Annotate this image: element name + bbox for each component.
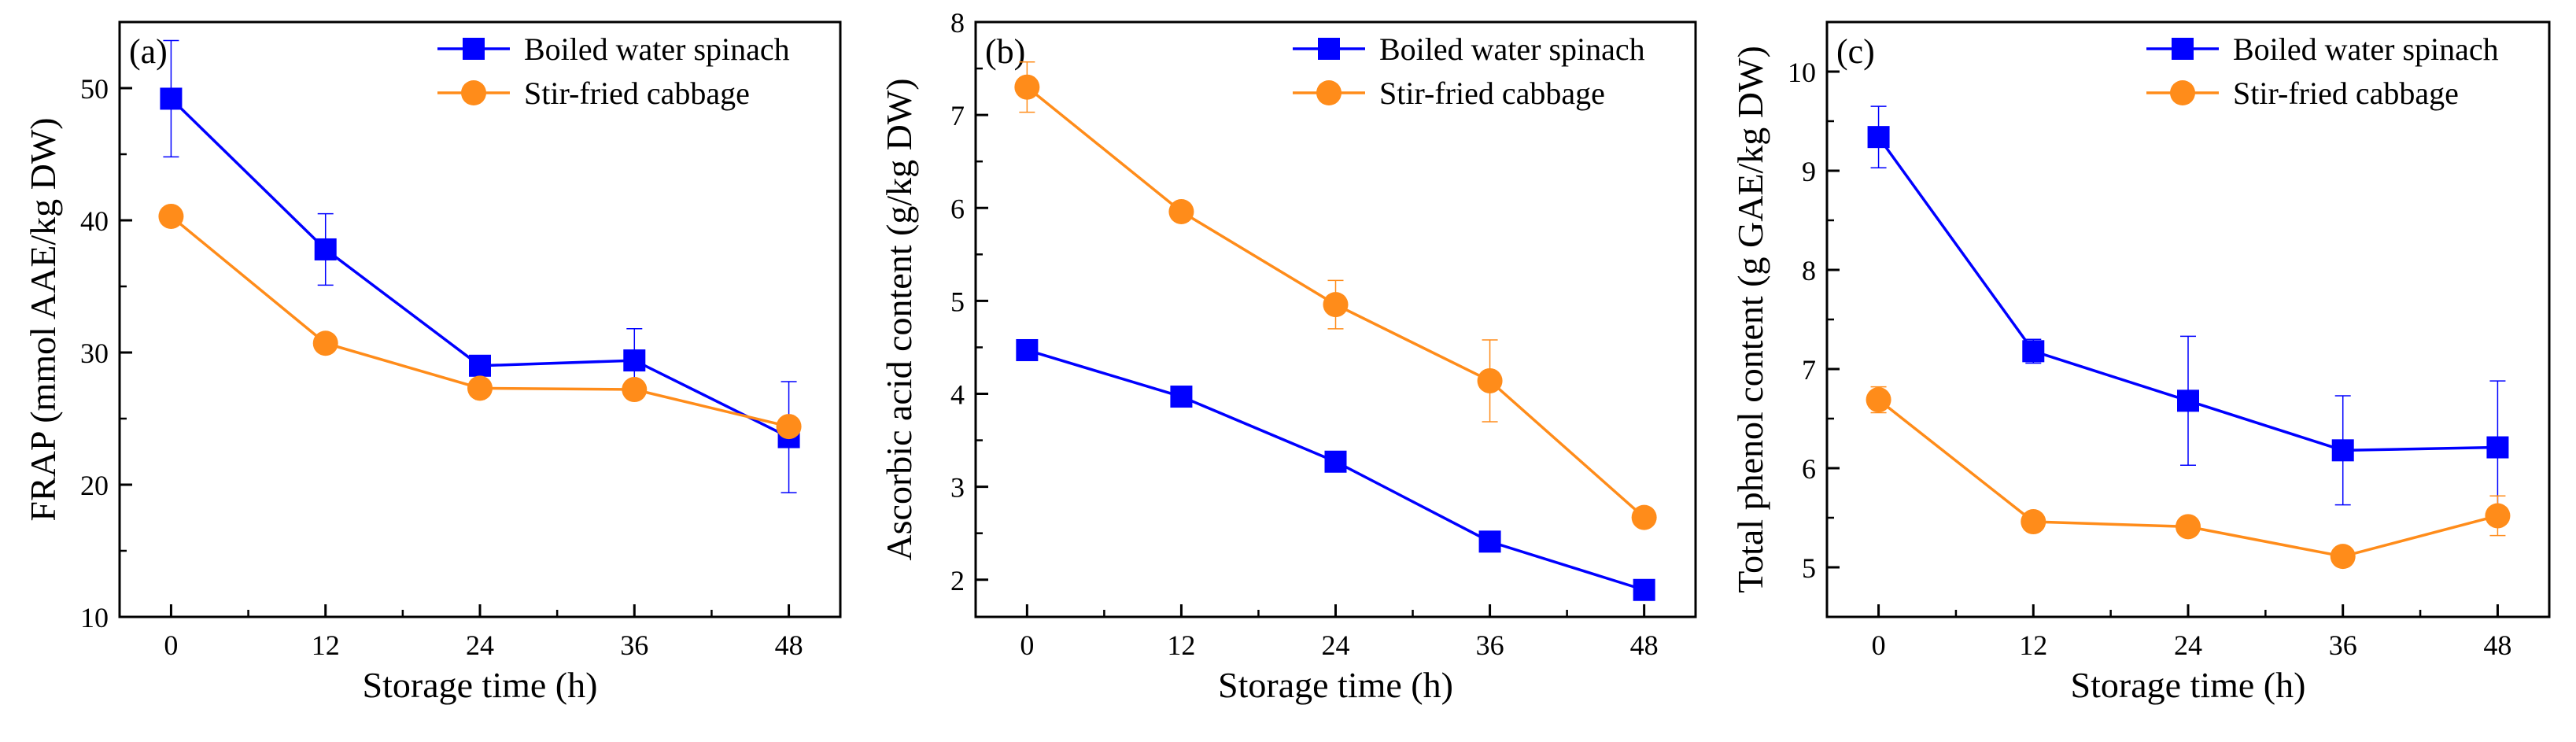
- data-point: [467, 375, 493, 401]
- legend-marker: [461, 80, 486, 105]
- y-tick-label: 50: [80, 73, 109, 105]
- y-tick-label: 7: [1802, 354, 1816, 386]
- x-tick-label: 12: [2019, 629, 2047, 661]
- legend: Boiled water spinach Stir-fried cabbage: [1293, 31, 1645, 111]
- y-tick-label: 8: [950, 7, 965, 39]
- legend-label: Stir-fried cabbage: [1379, 76, 1605, 111]
- data-point: [1477, 367, 1503, 393]
- legend: Boiled water spinach Stir-fried cabbage: [437, 31, 790, 111]
- data-point: [2177, 389, 2199, 412]
- y-tick-label: 2: [950, 565, 965, 596]
- panel-label: (b): [985, 32, 1025, 71]
- legend-label: Stir-fried cabbage: [524, 76, 750, 111]
- x-tick-label: 48: [775, 629, 803, 661]
- x-tick-label: 48: [2483, 629, 2511, 661]
- chart-panel-b: 2 3 4 5 6 7 8 0 12 24 36 48 Storage time (h) Ascorbic…: [879, 7, 1697, 705]
- y-tick-label: 7: [950, 100, 965, 131]
- x-tick-label: 36: [2329, 629, 2357, 661]
- y-tick-label: 6: [1802, 453, 1816, 485]
- plot-frame: [118, 20, 842, 618]
- y-tick-label: 9: [1802, 156, 1816, 187]
- y-tick-label: 30: [80, 338, 109, 369]
- x-tick-label: 48: [1630, 629, 1659, 661]
- legend-label: Boiled water spinach: [1379, 31, 1645, 67]
- x-tick-label: 24: [466, 629, 494, 661]
- series-stir-fried-cabbage: [1866, 386, 2511, 570]
- x-tick-label: 0: [1020, 629, 1034, 661]
- x-axis-title: Storage time (h): [1218, 665, 1453, 705]
- legend-marker: [2170, 80, 2195, 105]
- data-point: [1324, 450, 1347, 473]
- data-point: [1016, 338, 1039, 361]
- panel-label: (a): [129, 32, 168, 71]
- x-axis-title: Storage time (h): [363, 665, 598, 705]
- x-axis-title: Storage time (h): [2071, 665, 2306, 705]
- data-point: [1866, 387, 1891, 413]
- y-tick-label: 10: [80, 602, 109, 633]
- x-tick-label: 24: [1322, 629, 1350, 661]
- x-tick-label: 12: [312, 629, 340, 661]
- data-point: [2331, 439, 2354, 462]
- x-tick-label: 0: [1872, 629, 1886, 661]
- data-point: [2486, 436, 2509, 459]
- y-tick-label: 6: [950, 193, 965, 224]
- chart-panel-c: 5 6 7 8 9 10 0 12 24 36 48 Storage time (h) Total ph…: [1730, 20, 2551, 705]
- legend: Boiled water spinach Stir-fried cabbage: [2146, 31, 2499, 111]
- data-point: [1170, 386, 1193, 408]
- x-tick-label: 0: [164, 629, 178, 661]
- data-point: [2330, 544, 2356, 570]
- chart-panel-a: 10 20 30 40 50 0 12 24 36 48 Storage time (h) FRAP …: [23, 20, 842, 705]
- y-tick-label: 20: [80, 470, 109, 501]
- data-point: [2176, 514, 2201, 540]
- data-point: [2022, 340, 2045, 363]
- x-tick-label: 12: [1167, 629, 1195, 661]
- y-tick-label: 8: [1802, 255, 1816, 286]
- legend-marker: [1316, 80, 1342, 105]
- data-point: [2485, 503, 2511, 529]
- data-point: [1633, 578, 1655, 601]
- data-point: [1323, 292, 1349, 318]
- data-point: [1014, 74, 1040, 100]
- legend-marker: [463, 38, 485, 60]
- y-tick-label: 3: [950, 472, 965, 504]
- data-point: [1168, 198, 1194, 224]
- data-point: [158, 203, 184, 229]
- data-point: [776, 414, 802, 440]
- data-point: [312, 330, 338, 356]
- y-tick-label: 40: [80, 205, 109, 237]
- legend-marker: [1318, 38, 1340, 60]
- data-point: [623, 349, 646, 372]
- series-boiled-water-spinach: [160, 39, 800, 493]
- series-stir-fried-cabbage: [1014, 61, 1657, 530]
- data-point: [622, 377, 648, 403]
- legend-label: Boiled water spinach: [2233, 31, 2499, 67]
- legend-marker: [2172, 38, 2194, 60]
- legend-label: Boiled water spinach: [524, 31, 790, 67]
- y-axis-title: Total phenol content (g GAE/kg DW): [1730, 46, 1770, 593]
- data-point: [2021, 509, 2046, 535]
- x-tick-label: 36: [1476, 629, 1504, 661]
- series-stir-fried-cabbage: [158, 203, 802, 440]
- data-point: [1867, 126, 1890, 149]
- data-point: [160, 87, 183, 110]
- y-axis-title: FRAP (mmol AAE/kg DW): [23, 117, 63, 521]
- x-tick-label: 24: [2174, 629, 2202, 661]
- legend-label: Stir-fried cabbage: [2233, 76, 2459, 111]
- y-tick-label: 10: [1788, 57, 1816, 88]
- y-tick-label: 4: [950, 379, 965, 411]
- data-point: [314, 238, 337, 260]
- y-tick-label: 5: [1802, 552, 1816, 584]
- y-tick-label: 5: [950, 286, 965, 317]
- series-boiled-water-spinach: [1867, 105, 2509, 515]
- data-point: [1478, 530, 1501, 553]
- y-axis-title: Ascorbic acid content (g/kg DW): [879, 78, 919, 560]
- series-boiled-water-spinach: [1016, 338, 1655, 601]
- data-point: [469, 354, 491, 377]
- panel-label: (c): [1836, 32, 1875, 71]
- x-tick-label: 36: [620, 629, 648, 661]
- data-point: [1631, 504, 1657, 530]
